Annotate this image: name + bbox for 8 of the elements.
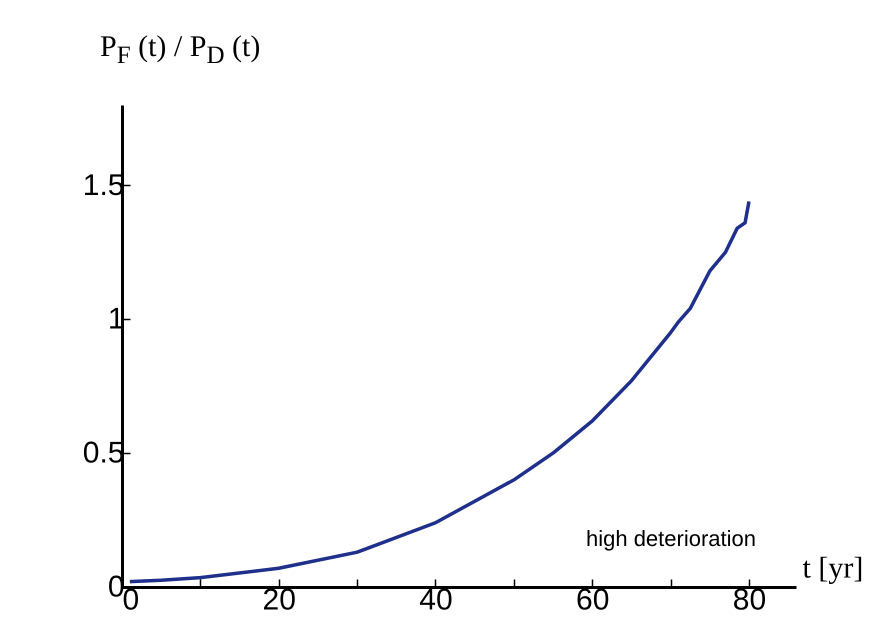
annotation: high deterioration [586,526,756,551]
x-tick-label: 40 [419,584,453,616]
x-tick-label: 20 [262,584,296,616]
y-tick-label: 1 [108,302,124,336]
x-axis-title: t [yr] [802,552,864,584]
x-tick-label: 80 [732,584,766,616]
x-tick-label: 60 [576,584,610,616]
y-axis-title: P$_{F}$ (t) / P$_{D}$ (t) [100,30,260,70]
